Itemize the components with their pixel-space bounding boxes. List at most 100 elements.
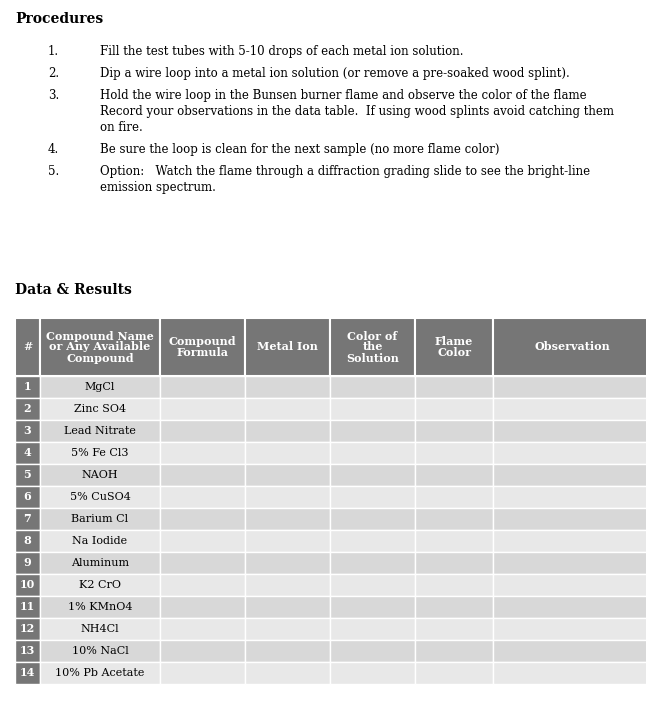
Bar — [40, 596, 160, 618]
Bar — [245, 508, 330, 530]
Bar — [160, 618, 245, 640]
Bar — [330, 530, 415, 552]
Bar — [15, 442, 40, 464]
Bar — [493, 376, 646, 398]
Bar — [15, 552, 40, 574]
Text: on fire.: on fire. — [100, 121, 143, 134]
Text: emission spectrum.: emission spectrum. — [100, 181, 216, 194]
Text: 6: 6 — [24, 491, 32, 503]
Bar — [245, 530, 330, 552]
Bar — [415, 662, 493, 684]
Text: Formula: Formula — [176, 347, 229, 358]
Bar — [245, 640, 330, 662]
Text: 1% KMnO4: 1% KMnO4 — [68, 602, 132, 612]
Bar — [493, 662, 646, 684]
Text: MgCl: MgCl — [85, 382, 115, 392]
Bar — [40, 530, 160, 552]
Bar — [160, 442, 245, 464]
Text: Compound: Compound — [66, 353, 134, 363]
Text: 11: 11 — [20, 602, 35, 612]
Bar — [493, 486, 646, 508]
Bar — [40, 442, 160, 464]
Bar — [245, 442, 330, 464]
Bar — [40, 318, 160, 376]
Text: 5.: 5. — [48, 165, 59, 178]
Bar — [245, 486, 330, 508]
Bar — [493, 318, 646, 376]
Bar — [160, 662, 245, 684]
Bar — [245, 596, 330, 618]
Bar — [415, 464, 493, 486]
Text: 9: 9 — [24, 558, 32, 568]
Text: 14: 14 — [20, 667, 35, 679]
Bar — [40, 486, 160, 508]
Text: Aluminum: Aluminum — [71, 558, 129, 568]
Bar — [415, 486, 493, 508]
Bar — [40, 376, 160, 398]
Bar — [330, 318, 415, 376]
Bar — [493, 640, 646, 662]
Text: Metal Ion: Metal Ion — [257, 341, 318, 353]
Text: the: the — [362, 341, 382, 353]
Bar — [160, 464, 245, 486]
Bar — [330, 574, 415, 596]
Text: Na Iodide: Na Iodide — [72, 536, 127, 546]
Bar — [245, 662, 330, 684]
Text: 13: 13 — [20, 645, 35, 657]
Bar — [245, 376, 330, 398]
Text: Barium Cl: Barium Cl — [72, 514, 129, 524]
Bar — [15, 420, 40, 442]
Bar — [15, 574, 40, 596]
Bar — [15, 640, 40, 662]
Bar — [15, 596, 40, 618]
Bar — [40, 662, 160, 684]
Text: Hold the wire loop in the Bunsen burner flame and observe the color of the flame: Hold the wire loop in the Bunsen burner … — [100, 89, 587, 102]
Bar — [415, 530, 493, 552]
Text: 1: 1 — [24, 382, 31, 392]
Bar — [15, 618, 40, 640]
Bar — [330, 596, 415, 618]
Bar — [245, 618, 330, 640]
Text: Observation: Observation — [534, 341, 610, 353]
Text: #: # — [23, 341, 32, 353]
Bar — [493, 618, 646, 640]
Bar — [415, 508, 493, 530]
Bar — [245, 464, 330, 486]
Text: Compound Name: Compound Name — [46, 330, 154, 341]
Text: K2 CrO: K2 CrO — [79, 580, 121, 590]
Bar — [15, 530, 40, 552]
Text: 12: 12 — [20, 624, 35, 634]
Text: 10% Pb Acetate: 10% Pb Acetate — [56, 668, 145, 678]
Bar — [15, 318, 40, 376]
Bar — [330, 508, 415, 530]
Text: Dip a wire loop into a metal ion solution (or remove a pre-soaked wood splint).: Dip a wire loop into a metal ion solutio… — [100, 67, 570, 80]
Bar — [245, 552, 330, 574]
Text: 2: 2 — [24, 404, 31, 414]
Bar — [493, 530, 646, 552]
Bar — [245, 398, 330, 420]
Bar — [15, 376, 40, 398]
Bar — [330, 486, 415, 508]
Bar — [493, 574, 646, 596]
Bar — [415, 596, 493, 618]
Bar — [15, 464, 40, 486]
Text: 4: 4 — [24, 448, 32, 459]
Text: 4.: 4. — [48, 143, 59, 156]
Bar — [160, 508, 245, 530]
Bar — [40, 398, 160, 420]
Bar — [160, 398, 245, 420]
Bar — [415, 420, 493, 442]
Bar — [415, 618, 493, 640]
Text: 5: 5 — [24, 469, 32, 481]
Bar — [40, 420, 160, 442]
Text: 5% CuSO4: 5% CuSO4 — [70, 492, 130, 502]
Text: Zinc SO4: Zinc SO4 — [74, 404, 126, 414]
Bar — [330, 618, 415, 640]
Bar — [330, 420, 415, 442]
Bar — [330, 398, 415, 420]
Bar — [493, 508, 646, 530]
Bar — [40, 574, 160, 596]
Bar — [415, 398, 493, 420]
Bar — [245, 574, 330, 596]
Text: Option:   Watch the flame through a diffraction grading slide to see the bright-: Option: Watch the flame through a diffra… — [100, 165, 590, 178]
